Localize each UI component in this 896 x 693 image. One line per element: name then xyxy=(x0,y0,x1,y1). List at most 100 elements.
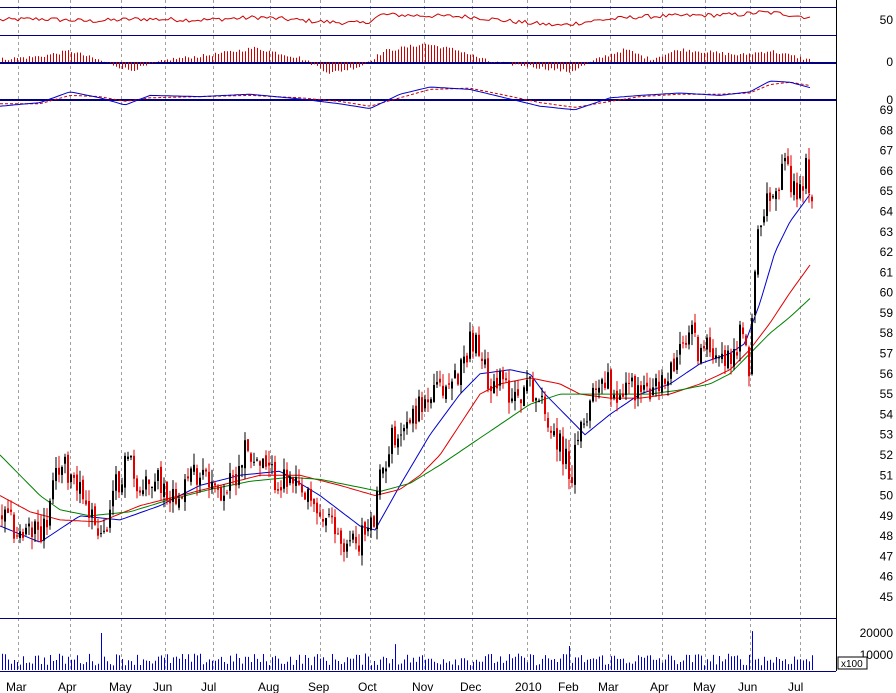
candle-body xyxy=(697,336,699,362)
candle-body xyxy=(31,527,33,538)
candle-body xyxy=(46,519,48,528)
candle-body xyxy=(730,353,732,364)
volume-tick-label: 20000 xyxy=(860,626,894,640)
candle-body xyxy=(757,229,759,275)
candle-body xyxy=(97,528,99,536)
candle-body xyxy=(568,451,570,479)
candle-body xyxy=(349,540,351,542)
candle-body xyxy=(274,461,276,490)
candle-body xyxy=(100,533,102,535)
candle-body xyxy=(514,391,516,401)
candle-body xyxy=(637,385,639,399)
price-tick-label: 55 xyxy=(880,387,894,401)
price-tick-label: 66 xyxy=(880,164,894,178)
price-tick-label: 47 xyxy=(880,549,894,563)
candle-body xyxy=(391,427,393,454)
vertical-gridlines xyxy=(18,0,801,671)
candle-body xyxy=(505,378,507,381)
candle-body xyxy=(376,491,378,529)
candle-body xyxy=(337,533,339,535)
candle-body xyxy=(265,455,267,467)
candle-body xyxy=(352,533,354,540)
candle-body xyxy=(427,399,429,403)
candle-body xyxy=(727,350,729,369)
candle-body xyxy=(319,512,321,517)
moving-average-long xyxy=(0,298,811,517)
candle-body xyxy=(472,332,474,352)
candle-body xyxy=(163,483,165,497)
candle-body xyxy=(784,158,786,162)
candle-body xyxy=(10,509,12,512)
x-axis-label: Jul xyxy=(201,680,216,693)
candle-body xyxy=(454,370,456,378)
candle-body xyxy=(421,397,423,412)
candle-body xyxy=(76,474,78,491)
candle-body xyxy=(187,476,189,479)
candle-body xyxy=(490,386,492,392)
candle-body xyxy=(196,468,198,485)
candle-body xyxy=(436,382,438,385)
candle-body xyxy=(760,225,762,228)
candle-body xyxy=(676,357,678,370)
candle-body xyxy=(670,362,672,379)
candle-body xyxy=(73,475,75,478)
candle-body xyxy=(508,380,510,403)
candle-body xyxy=(307,489,309,502)
candle-body xyxy=(28,523,30,527)
candle-body xyxy=(733,349,735,367)
price-tick-label: 64 xyxy=(880,205,894,219)
candle-body xyxy=(706,337,708,350)
candle-body xyxy=(682,342,684,344)
candle-body xyxy=(595,388,597,390)
candle-body xyxy=(322,519,324,522)
candle-body xyxy=(115,474,117,491)
candle-body xyxy=(763,216,765,223)
candle-body xyxy=(127,456,129,459)
price-tick-label: 69 xyxy=(880,103,894,117)
candle-body xyxy=(556,428,558,450)
price-tick-label: 57 xyxy=(880,347,894,361)
candle-body xyxy=(160,466,162,493)
candle-body xyxy=(256,459,258,461)
candle-body xyxy=(61,467,63,475)
candle-body xyxy=(202,469,204,475)
candle-body xyxy=(667,381,669,386)
x-axis-label: 2010 xyxy=(515,680,542,693)
candle-body xyxy=(139,490,141,493)
candle-body xyxy=(451,381,453,389)
candle-body xyxy=(82,479,84,500)
candle-body xyxy=(58,467,60,475)
candle-body xyxy=(310,489,312,501)
y-axis-labels: 50 0 0 45 46 47 48 49 50 51 52 53 54 55 56 57 58 59 60 61 62… xyxy=(837,13,894,670)
price-tick-label: 61 xyxy=(880,265,894,279)
candle-body xyxy=(481,358,483,361)
candle-body xyxy=(520,399,522,404)
candle-body xyxy=(643,385,645,390)
candle-body xyxy=(724,350,726,366)
candle-body xyxy=(136,478,138,492)
candle-body xyxy=(748,347,750,377)
candle-body xyxy=(709,337,711,353)
candle-body xyxy=(691,324,693,335)
candle-body xyxy=(607,372,609,389)
moving-average-mid xyxy=(0,264,811,523)
candle-body xyxy=(55,468,57,481)
candle-body xyxy=(364,522,366,535)
candle-body xyxy=(646,382,648,387)
candle-body xyxy=(430,399,432,404)
candle-body xyxy=(397,438,399,448)
x-axis-label: May xyxy=(109,680,132,693)
candle-body xyxy=(661,375,663,393)
candle-body xyxy=(268,462,270,466)
candle-body xyxy=(295,477,297,486)
candle-body xyxy=(772,196,774,198)
rsi-panel xyxy=(0,10,811,27)
candle-body xyxy=(580,421,582,442)
candle-body xyxy=(121,484,123,493)
candle-body xyxy=(541,395,543,398)
candle-body xyxy=(22,531,24,538)
price-candles xyxy=(1,148,813,566)
candle-body xyxy=(382,467,384,474)
candle-body xyxy=(658,381,660,392)
